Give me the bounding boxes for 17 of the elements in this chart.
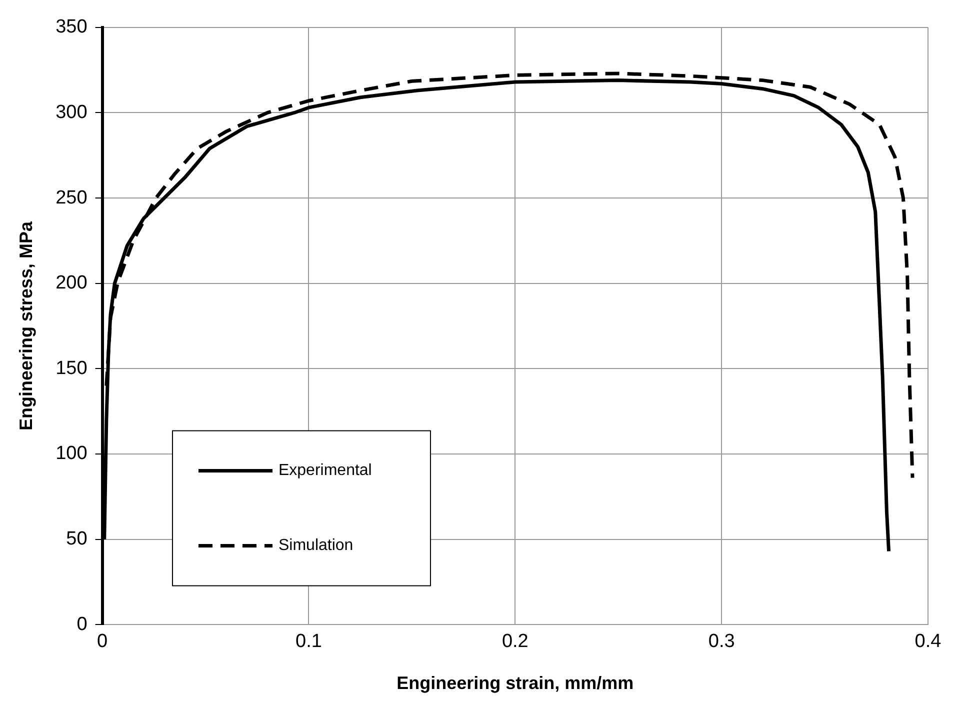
legend-label: Experimental xyxy=(278,462,372,480)
x-tick-label: 0 xyxy=(97,631,108,652)
y-tick-label: 300 xyxy=(56,102,88,123)
y-tick-label: 250 xyxy=(56,187,88,208)
y-axis-title: Engineering stress, MPa xyxy=(16,220,36,431)
y-tick-label: 50 xyxy=(66,528,88,550)
x-axis-title: Engineering strain, mm/mm xyxy=(396,673,634,694)
x-tick-label: 0.3 xyxy=(708,631,735,652)
x-tick-label: 0.4 xyxy=(914,631,942,652)
y-tick-label: 200 xyxy=(56,272,88,294)
x-tick-label: 0.2 xyxy=(502,631,528,652)
y-tick-label: 0 xyxy=(76,614,88,635)
y-tick-label: 100 xyxy=(56,443,88,464)
x-tick-label: 0.1 xyxy=(296,631,322,652)
y-tick-label: 350 xyxy=(56,16,88,38)
y-tick-label: 150 xyxy=(56,358,88,379)
legend-label: Simulation xyxy=(278,537,354,554)
